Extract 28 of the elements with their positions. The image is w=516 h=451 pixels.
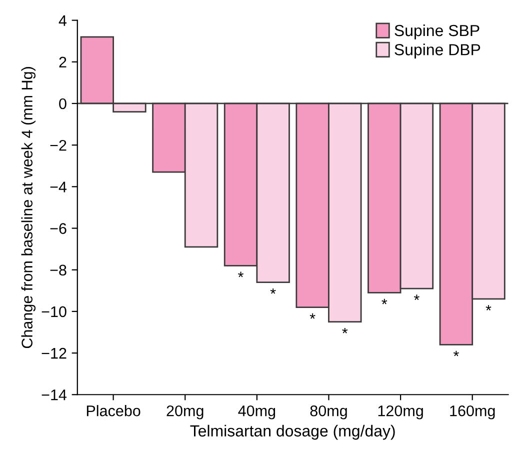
y-axis-title: Change from baseline at week 4 (mm Hg): [21, 67, 36, 348]
y-tick-label: −10: [42, 306, 66, 318]
annotation: *: [414, 294, 420, 300]
annotation: *: [342, 328, 348, 334]
x-axis-title: Telmisartan dosage (mg/day): [190, 424, 395, 440]
y-tick-label: −8: [50, 264, 66, 276]
legend-label: Supine DBP: [394, 44, 480, 58]
x-tick-label: 80mg: [310, 405, 347, 420]
x-tick-label: 20mg: [166, 405, 204, 420]
annotation: *: [238, 272, 244, 278]
y-tick-label: −14: [42, 390, 67, 400]
annotation: *: [453, 350, 459, 356]
x-tick-label: 40mg: [238, 405, 276, 420]
y-tick-label: −12: [42, 348, 66, 359]
y-tick-label: 0: [59, 98, 66, 110]
x-tick-label: 160mg: [450, 405, 495, 420]
annotation: *: [270, 288, 276, 294]
y-tick-label: −4: [50, 182, 67, 192]
x-tick-label: Placebo: [86, 405, 140, 416]
y-tick-label: 2: [59, 56, 66, 68]
annotation: *: [310, 313, 316, 319]
legend-label: Supine SBP: [394, 24, 480, 40]
y-tick-label: −6: [50, 223, 66, 234]
y-tick-label: −2: [50, 140, 66, 151]
annotation: *: [486, 305, 492, 310]
y-tick-label: 4: [58, 15, 67, 26]
annotation: *: [382, 298, 388, 304]
x-tick-label: 120mg: [378, 405, 423, 420]
